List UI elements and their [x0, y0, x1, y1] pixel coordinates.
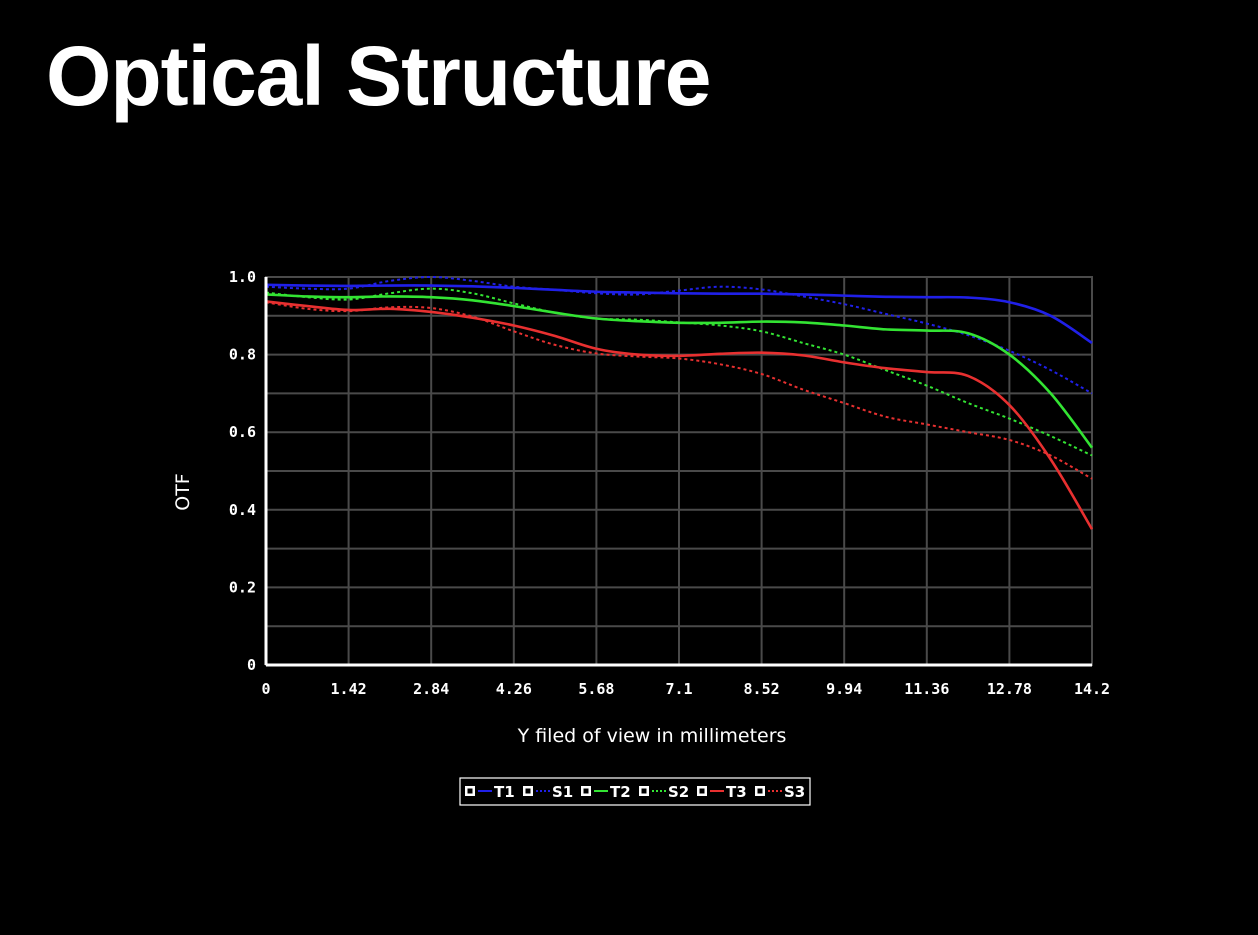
checkbox-mark-icon: [583, 788, 589, 794]
legend-label: T3: [726, 783, 747, 801]
x-tick-label: 7.1: [665, 680, 692, 698]
legend-item-s3[interactable]: S3: [755, 783, 805, 801]
x-tick-label: 2.84: [413, 680, 449, 698]
legend-item-s1[interactable]: S1: [523, 783, 573, 801]
legend-item-t2[interactable]: T2: [581, 783, 631, 801]
x-tick-label: 11.36: [904, 680, 949, 698]
legend-box: [459, 777, 811, 806]
x-tick-labels: 0 1.42 2.84 4.26 5.68 7.1 8.52 9.94 11.36 12.78 14…: [261, 680, 1110, 698]
x-tick-label: 1.42: [331, 680, 367, 698]
legend-label: S2: [668, 783, 689, 801]
x-tick-label: 0: [261, 680, 270, 698]
series-line-t2: [265, 293, 1094, 449]
x-axis-label: Y filed of view in millimeters: [517, 725, 787, 747]
y-tick-label: 0.6: [229, 423, 256, 441]
legend-label: S3: [784, 783, 805, 801]
legend-label: T1: [494, 783, 515, 801]
checkbox-mark-icon: [525, 788, 531, 794]
series-line-t3: [265, 300, 1094, 530]
series-line-t1: [265, 283, 1093, 345]
x-tick-label: 4.26: [496, 680, 532, 698]
x-tick-label: 12.78: [987, 680, 1032, 698]
y-tick-label: 1.0: [229, 268, 256, 286]
checkbox-mark-icon: [757, 788, 763, 794]
checkbox-mark-icon: [641, 788, 647, 794]
x-tick-label: 8.52: [744, 680, 780, 698]
axes: [264, 277, 1092, 667]
legend-item-t1[interactable]: T1: [465, 783, 515, 801]
y-tick-label: 0: [247, 656, 256, 674]
checkbox-mark-icon: [467, 788, 473, 794]
series-lines: [265, 275, 1094, 530]
y-tick-labels: 0 0.2 0.4 0.6 0.8 1.0: [229, 268, 256, 674]
y-axis-label: OTF: [172, 473, 194, 511]
page-title: Optical Structure: [46, 29, 711, 123]
legend-item-s2[interactable]: S2: [639, 783, 689, 801]
legend: T1 S1 T2 S2 T3 S3: [459, 777, 811, 806]
y-tick-label: 0.2: [229, 578, 256, 596]
y-tick-label: 0.4: [229, 501, 256, 519]
legend-label: T2: [610, 783, 631, 801]
x-tick-label: 9.94: [826, 680, 862, 698]
series-line-s3: [265, 301, 1093, 480]
legend-item-t3[interactable]: T3: [697, 783, 747, 801]
legend-label: S1: [552, 783, 573, 801]
checkbox-mark-icon: [699, 788, 705, 794]
x-tick-label: 14.2: [1074, 680, 1110, 698]
x-tick-label: 5.68: [578, 680, 614, 698]
y-tick-label: 0.8: [229, 346, 256, 364]
